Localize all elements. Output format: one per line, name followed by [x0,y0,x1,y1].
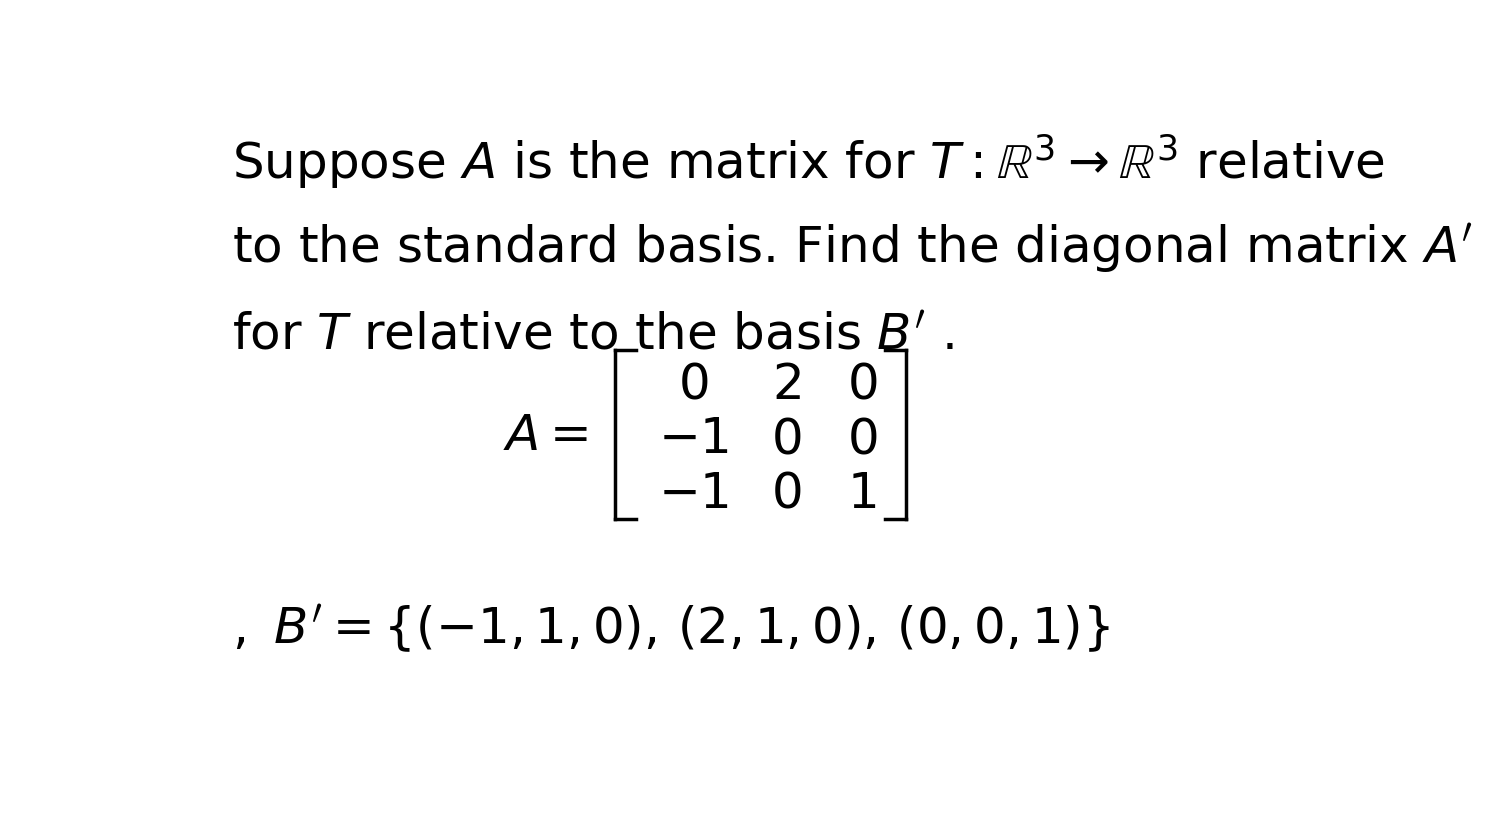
Text: $1$: $1$ [847,470,876,518]
Text: for $\mathit{T}$ relative to the basis $\mathit{B'}$ .: for $\mathit{T}$ relative to the basis $… [231,311,954,359]
Text: $0$: $0$ [771,470,801,518]
Text: $0$: $0$ [678,361,708,409]
Text: $\mathit{A} =\ $: $\mathit{A} =\ $ [504,412,588,460]
Text: to the standard basis. Find the diagonal matrix $\mathit{A'}$: to the standard basis. Find the diagonal… [231,221,1473,275]
Text: $0$: $0$ [846,361,877,409]
Text: $,\ \mathit{B'} = \{(-1,1,0),\,(2,1,0),\,(0,0,1)\}$: $,\ \mathit{B'} = \{(-1,1,0),\,(2,1,0),\… [231,602,1110,655]
Text: $0$: $0$ [846,415,877,463]
Text: Suppose $\mathit{A}$ is the matrix for $\mathit{T} : \mathbb{R}^3 \rightarrow \m: Suppose $\mathit{A}$ is the matrix for $… [231,132,1384,191]
Text: $0$: $0$ [771,415,801,463]
Text: $-1$: $-1$ [657,470,729,518]
Text: $2$: $2$ [772,361,801,409]
Text: $-1$: $-1$ [657,415,729,463]
